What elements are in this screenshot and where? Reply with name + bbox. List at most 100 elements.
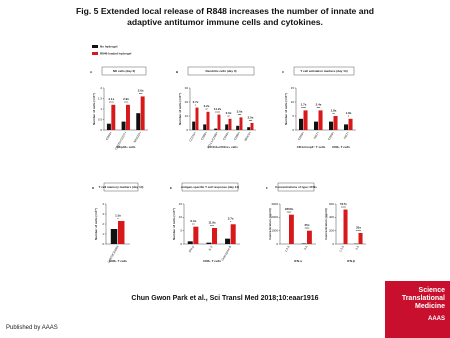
y-tick-label: 0 [100,128,102,132]
logo-line: Translational [401,295,445,302]
x-tick-label: 6 h [355,245,361,251]
bar [140,96,145,130]
y-tick-label: 20 [185,100,189,104]
y-axis-label: Number of cells (×10⁴) [178,93,182,125]
y-tick-label: 10 [291,100,295,104]
legend-label: No hydrogel [100,44,118,48]
fold-change: 2.5x [248,115,254,119]
citation: Chun Gwon Park et al., Sci Transl Med 20… [131,295,319,302]
x-axis-label: NKp46+ cells [117,145,136,149]
bar [212,228,218,244]
x-axis-label: CD8+ T cells [203,259,221,263]
x-tick-label: IL-2 [208,245,214,252]
fold-change: 3.2x [204,104,210,108]
y-tick-label: 3000 [271,202,278,206]
bar [247,127,251,130]
x-tick-label: 1.5 h [338,245,345,253]
x-tick-label: CD69+ [327,131,335,141]
panel-letter: A [90,70,93,74]
significance: ** [205,108,208,112]
logo-org: AAAS [427,316,445,322]
y-axis-label: Concentration (pg/ml) [268,208,272,239]
panel-header: Dendritic cells (day 3) [205,69,236,73]
legend-swatch [92,52,98,55]
fold-change: 1.7x [301,103,307,107]
y-tick-label: 2000 [271,215,278,219]
panel-letter: C [282,70,285,74]
y-tick-label: 4 [102,202,104,206]
fold-change: 2.0x [226,111,232,115]
x-axis-label: IFN-α [294,259,302,263]
bar [195,107,199,130]
panel-header: T cell activation markers (day 14) [300,69,347,73]
x-tick-label: 1.5 h [284,245,291,253]
y-tick-label: 200 [329,228,334,232]
bar [250,123,254,130]
fold-change: 2.4x [316,103,322,107]
significance: *** [238,113,242,117]
panel-header: Antigen-specific T cell response (day 14… [181,185,239,189]
y-tick-label: 600 [329,202,334,206]
y-tick-label: 1 [102,232,104,236]
significance: **** [341,205,347,209]
bar [343,209,348,244]
significance: **** [287,210,293,214]
y-tick-label: 0 [186,128,188,132]
y-tick-label: 1000 [271,228,278,232]
x-tick-label: IFN-γ [188,244,195,253]
y-tick-label: 0 [180,242,182,246]
y-tick-label: 0.5 [98,117,103,121]
significance: *** [210,224,214,228]
y-tick-label: 10 [185,114,189,118]
significance: ** [227,115,230,119]
bar [303,110,308,130]
bar [118,221,125,244]
x-tick-label: CD80+ [200,131,208,141]
x-tick-label: CD69+ [105,131,113,141]
x-axis-label: CD4+Foxp3− T cells [297,145,326,149]
bar [206,111,210,130]
fold-change: 517x [340,202,347,206]
bar [110,229,118,244]
legend-label: R848-loaded hydrogel [100,51,132,55]
y-axis-label: Concentration (pg/ml) [324,208,328,239]
bar [111,104,116,130]
bar [106,123,111,130]
panel-header-box [181,182,239,192]
bar [217,114,221,130]
fold-change: 1.8x [346,111,352,115]
significance: **** [301,106,307,110]
y-axis-label: Number of cells (×10⁴) [92,93,96,125]
significance: * [195,103,197,107]
panel-header-box [187,66,255,76]
significance: **** [215,110,221,114]
panel-header: Concentrations of type I IFNs [275,185,317,189]
significance: **** [109,101,115,105]
logo-line: Science [418,287,445,294]
y-tick-label: 0 [332,242,334,246]
panel-letter: E [170,186,172,190]
fold-change: 25x [304,223,309,227]
bar [187,241,193,244]
x-tick-label: CD40+ [222,131,230,141]
fold-change: 2.7x [193,100,199,104]
significance: *** [249,119,253,123]
bar [126,104,130,130]
figure-frame [86,40,376,290]
panel-letter: D [92,186,95,190]
y-tick-label: 2 [100,86,102,90]
panel-header: NK cells (day 3) [113,69,135,73]
panel-letter: F [266,186,268,190]
bar [203,124,207,130]
bar [299,118,304,130]
logo: Science Translational Medicine AAAS [385,281,450,338]
bar [307,230,312,244]
x-tick-label: Ki67+ [313,131,320,140]
y-tick-label: 5 [292,114,294,118]
significance: ** [332,112,335,116]
y-tick-label: 0 [292,128,294,132]
logo-line: Medicine [415,303,445,310]
x-axis-label: CD8+ T cells [109,259,127,263]
bar [230,224,236,244]
